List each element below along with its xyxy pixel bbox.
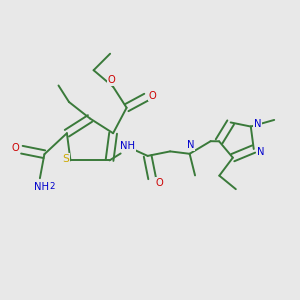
Text: N: N	[254, 119, 261, 129]
Text: S: S	[62, 154, 69, 164]
Text: N: N	[187, 140, 195, 150]
Text: O: O	[11, 143, 19, 153]
Text: NH: NH	[34, 182, 49, 192]
Text: O: O	[156, 178, 164, 188]
Text: O: O	[149, 91, 157, 101]
Text: N: N	[256, 147, 264, 157]
Text: 2: 2	[49, 182, 55, 190]
Text: O: O	[108, 75, 116, 85]
Text: NH: NH	[120, 141, 135, 151]
